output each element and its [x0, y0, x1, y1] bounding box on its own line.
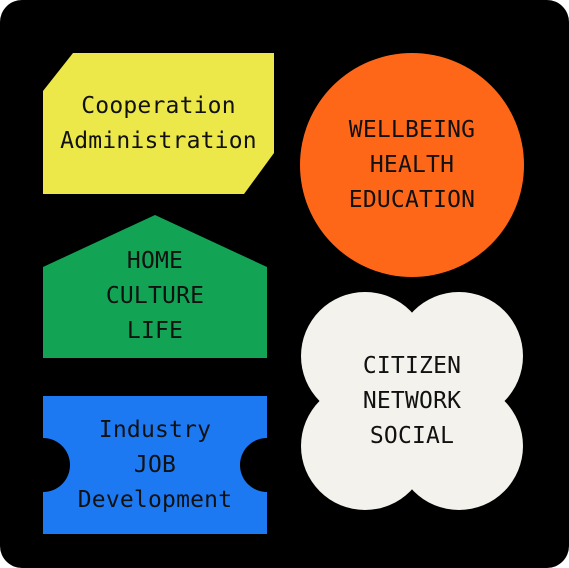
label-line: JOB	[134, 448, 176, 483]
citizen-network-social-label: CITIZEN NETWORK SOCIAL	[301, 292, 523, 510]
industry-job-development-block: Industry JOB Development	[43, 396, 267, 534]
label-line: Industry	[99, 413, 211, 448]
citizen-network-social-block: CITIZEN NETWORK SOCIAL	[301, 292, 523, 510]
label-line: HEALTH	[370, 148, 454, 183]
cooperation-administration-block: Cooperation Administration	[43, 53, 274, 194]
label-line: HOME	[127, 244, 183, 279]
label-line: Development	[78, 483, 233, 518]
label-line: WELLBEING	[349, 113, 475, 148]
industry-job-development-label: Industry JOB Development	[43, 396, 267, 534]
wellbeing-health-education-label: WELLBEING HEALTH EDUCATION	[300, 53, 524, 277]
label-line: LIFE	[127, 314, 183, 349]
label-line: CITIZEN	[363, 349, 461, 384]
home-culture-life-label: HOME CULTURE LIFE	[43, 215, 267, 358]
label-line: EDUCATION	[349, 183, 475, 218]
wellbeing-health-education-block: WELLBEING HEALTH EDUCATION	[300, 53, 524, 277]
home-culture-life-block: HOME CULTURE LIFE	[43, 215, 267, 358]
label-line: CULTURE	[106, 279, 204, 314]
label-line: SOCIAL	[370, 419, 454, 454]
label-line: Cooperation	[81, 89, 236, 124]
label-line: Administration	[60, 124, 257, 159]
label-line: NETWORK	[363, 384, 461, 419]
cooperation-administration-label: Cooperation Administration	[43, 53, 274, 194]
